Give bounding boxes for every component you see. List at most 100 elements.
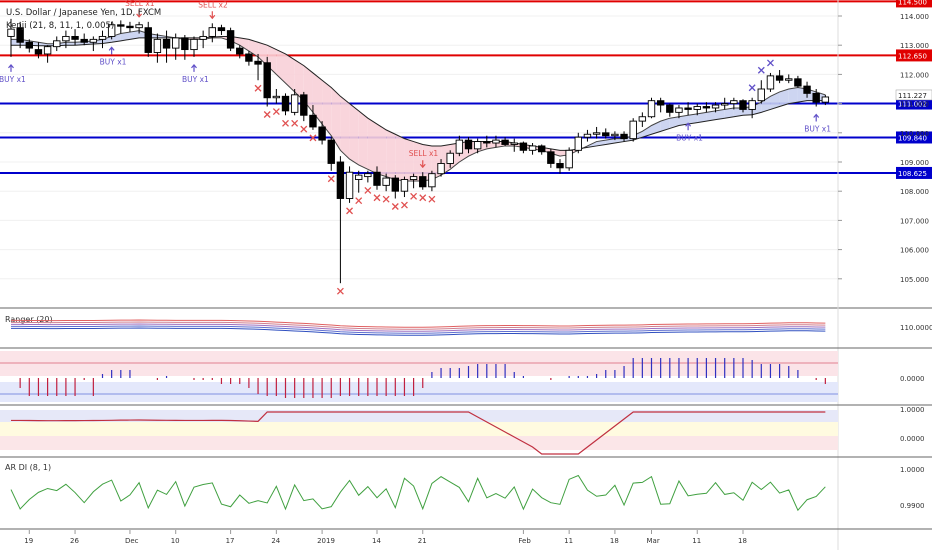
candle-body[interactable] bbox=[263, 62, 271, 99]
candle-body[interactable] bbox=[565, 149, 573, 169]
candle-body[interactable] bbox=[89, 38, 98, 43]
candle-body[interactable] bbox=[666, 104, 674, 113]
candle-body[interactable] bbox=[592, 132, 601, 135]
candle-body[interactable] bbox=[391, 177, 399, 192]
candle-body[interactable] bbox=[611, 133, 619, 137]
candle-body[interactable] bbox=[428, 173, 436, 188]
candle-body[interactable] bbox=[181, 37, 189, 51]
candle-body[interactable] bbox=[483, 141, 491, 144]
candle-body[interactable] bbox=[409, 176, 418, 180]
candle-body[interactable] bbox=[510, 142, 518, 145]
candle-body[interactable] bbox=[794, 78, 802, 87]
candle-body[interactable] bbox=[290, 94, 299, 113]
candle-body[interactable] bbox=[464, 139, 473, 150]
msi-bar bbox=[165, 376, 168, 378]
ranger-line bbox=[11, 321, 826, 330]
candle-body[interactable] bbox=[71, 35, 79, 40]
candle-body[interactable] bbox=[785, 78, 793, 81]
candle-body[interactable] bbox=[236, 47, 244, 55]
candle-body[interactable] bbox=[556, 163, 564, 169]
candle-body[interactable] bbox=[190, 38, 198, 51]
candle-body[interactable] bbox=[281, 95, 290, 112]
candle-body[interactable] bbox=[400, 179, 409, 192]
candle-body[interactable] bbox=[364, 173, 372, 178]
candle-body[interactable] bbox=[684, 107, 692, 110]
candle-body[interactable] bbox=[254, 60, 262, 65]
candle-body[interactable] bbox=[528, 145, 537, 151]
cloud-segment bbox=[349, 103, 359, 165]
candle-body[interactable] bbox=[144, 27, 152, 53]
candle-body[interactable] bbox=[208, 27, 217, 37]
candle-body[interactable] bbox=[355, 174, 363, 180]
buy-arrow bbox=[191, 63, 197, 72]
candle-body[interactable] bbox=[766, 75, 775, 90]
candle-body[interactable] bbox=[309, 114, 317, 128]
candle-body[interactable] bbox=[775, 75, 784, 81]
candle-body[interactable] bbox=[748, 100, 756, 110]
candle-body[interactable] bbox=[272, 95, 281, 99]
candle-body[interactable] bbox=[437, 163, 445, 175]
candle-body[interactable] bbox=[327, 139, 335, 164]
candle-body[interactable] bbox=[492, 139, 500, 144]
candle-body[interactable] bbox=[43, 46, 52, 55]
candle-body[interactable] bbox=[373, 171, 381, 186]
candle-body[interactable] bbox=[135, 24, 143, 29]
candle-body[interactable] bbox=[455, 139, 464, 154]
candle-body[interactable] bbox=[821, 96, 830, 103]
candle-body[interactable] bbox=[547, 151, 555, 164]
candle-body[interactable] bbox=[629, 120, 637, 140]
candle-body[interactable] bbox=[300, 94, 308, 116]
candle-body[interactable] bbox=[171, 37, 180, 49]
candle-body[interactable] bbox=[199, 35, 207, 40]
candle-body[interactable] bbox=[739, 100, 747, 110]
candle-body[interactable] bbox=[117, 24, 125, 27]
candle-body[interactable] bbox=[226, 30, 235, 49]
candle-body[interactable] bbox=[80, 38, 88, 43]
candle-body[interactable] bbox=[583, 133, 592, 138]
candle-body[interactable] bbox=[16, 27, 24, 43]
candle-body[interactable] bbox=[702, 106, 711, 109]
candle-body[interactable] bbox=[107, 24, 116, 37]
candle-body[interactable] bbox=[620, 133, 628, 140]
candle-body[interactable] bbox=[812, 92, 820, 103]
candle-body[interactable] bbox=[382, 177, 390, 186]
candle-body[interactable] bbox=[419, 176, 427, 188]
candle-body[interactable] bbox=[656, 100, 665, 106]
candle-body[interactable] bbox=[153, 38, 162, 53]
candle-body[interactable] bbox=[647, 100, 656, 118]
candle-body[interactable] bbox=[62, 35, 70, 42]
candle-body[interactable] bbox=[126, 25, 134, 29]
candle-body[interactable] bbox=[98, 35, 107, 40]
candle-body[interactable] bbox=[25, 41, 33, 49]
candle-body[interactable] bbox=[675, 107, 683, 113]
candle-body[interactable] bbox=[602, 132, 610, 137]
candle-body[interactable] bbox=[757, 88, 765, 102]
ranger-line bbox=[11, 325, 826, 334]
candle-body[interactable] bbox=[473, 141, 482, 150]
candle-body[interactable] bbox=[638, 116, 647, 122]
candle-body[interactable] bbox=[162, 38, 171, 49]
candle-body[interactable] bbox=[217, 27, 226, 32]
candle-body[interactable] bbox=[318, 126, 326, 141]
candle-body[interactable] bbox=[336, 161, 345, 199]
candle-body[interactable] bbox=[711, 104, 720, 109]
candle-body[interactable] bbox=[730, 100, 738, 105]
cloud-segment bbox=[102, 36, 112, 44]
candle-body[interactable] bbox=[574, 136, 582, 151]
candle-body[interactable] bbox=[721, 103, 729, 106]
candle-body[interactable] bbox=[446, 152, 454, 164]
candle-body[interactable] bbox=[34, 49, 43, 55]
candles[interactable] bbox=[7, 18, 830, 284]
candle-body[interactable] bbox=[7, 28, 15, 37]
candle-body[interactable] bbox=[345, 171, 354, 199]
candle-body[interactable] bbox=[501, 139, 509, 145]
candle-body[interactable] bbox=[519, 142, 528, 151]
candle-body[interactable] bbox=[53, 40, 61, 48]
candle-body[interactable] bbox=[803, 85, 811, 94]
candle-body[interactable] bbox=[245, 53, 253, 62]
candle-body[interactable] bbox=[538, 145, 546, 153]
time-tick-label: 18 bbox=[738, 537, 747, 545]
candle-body[interactable] bbox=[693, 106, 701, 110]
time-tick-label: 26 bbox=[70, 537, 79, 545]
